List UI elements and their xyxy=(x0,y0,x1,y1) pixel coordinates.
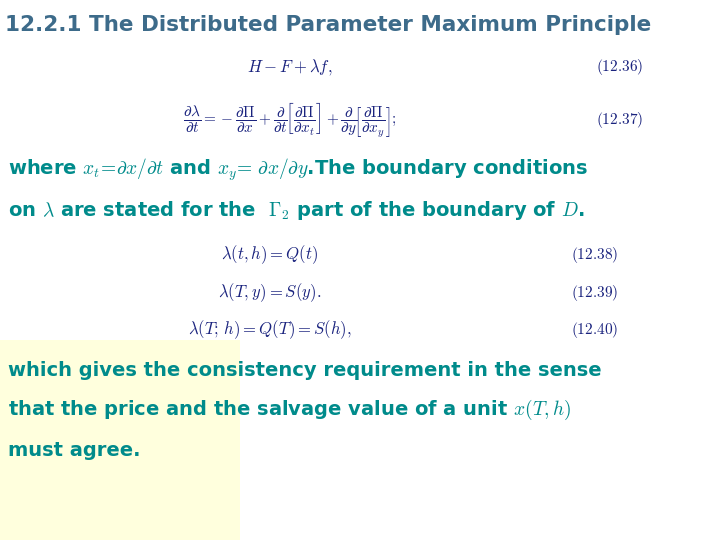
Text: $H - F + \lambda f,$: $H - F + \lambda f,$ xyxy=(247,57,333,77)
Text: $\lambda(T;\, h) = Q(T) = S(h),$: $\lambda(T;\, h) = Q(T) = S(h),$ xyxy=(188,319,352,341)
Text: $\lambda(T, y) = S(y).$: $\lambda(T, y) = S(y).$ xyxy=(218,282,322,305)
Text: where $x_t\!=\!\partial x/\partial t$ and $x_y\!=\,\partial x/\partial y$.The bo: where $x_t\!=\!\partial x/\partial t$ an… xyxy=(8,157,588,183)
Text: $(12.40)$: $(12.40)$ xyxy=(572,320,618,340)
Text: $(12.39)$: $(12.39)$ xyxy=(572,283,618,303)
Text: $(12.36)$: $(12.36)$ xyxy=(596,57,644,77)
Text: that the price and the salvage value of a unit $x(T,h)$: that the price and the salvage value of … xyxy=(8,398,571,422)
Text: $\dfrac{\partial \lambda}{\partial t} = -\dfrac{\partial \Pi}{\partial x} + \dfr: $\dfrac{\partial \lambda}{\partial t} = … xyxy=(184,101,397,139)
Text: $\lambda(t, h) = Q(t)$: $\lambda(t, h) = Q(t)$ xyxy=(222,244,318,266)
Text: $(12.37)$: $(12.37)$ xyxy=(596,110,644,130)
Text: must agree.: must agree. xyxy=(8,441,140,460)
Text: $(12.38)$: $(12.38)$ xyxy=(572,245,618,265)
Bar xyxy=(0,340,240,540)
Text: which gives the consistency requirement in the sense: which gives the consistency requirement … xyxy=(8,361,602,380)
Text: on $\lambda$ are stated for the  $\Gamma_2$ part of the boundary of $D$.: on $\lambda$ are stated for the $\Gamma_… xyxy=(8,199,585,221)
Text: 12.2.1 The Distributed Parameter Maximum Principle: 12.2.1 The Distributed Parameter Maximum… xyxy=(5,15,652,35)
